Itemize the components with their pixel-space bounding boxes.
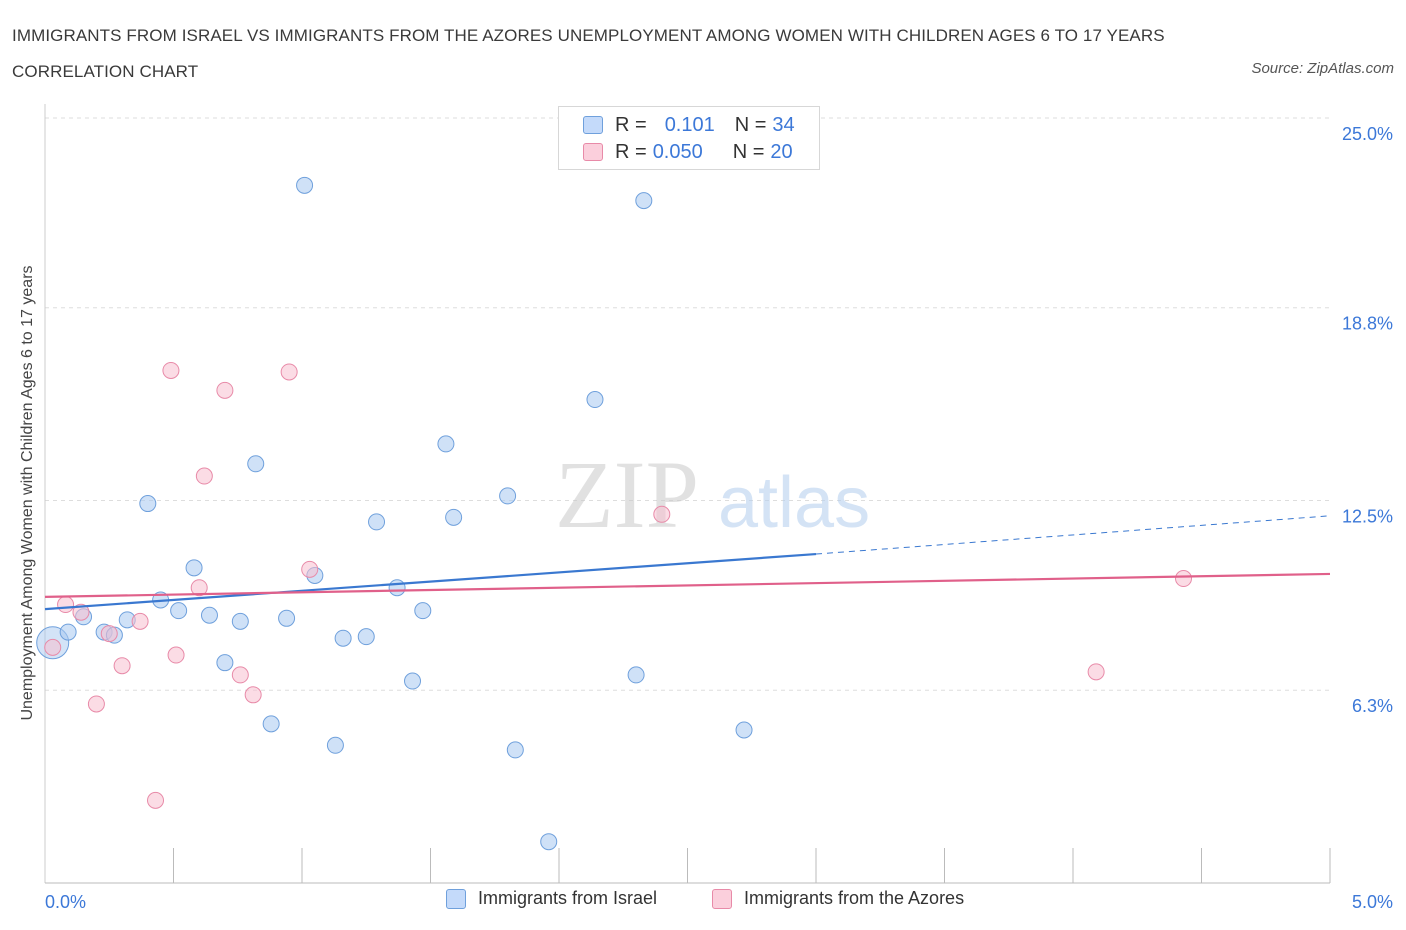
trend-layer xyxy=(44,515,1331,611)
data-point-israel xyxy=(216,654,234,672)
n-label: N = xyxy=(734,113,767,136)
y-tick-label: 18.8% xyxy=(1342,314,1393,334)
data-point-israel xyxy=(445,508,463,526)
data-point-israel xyxy=(139,495,157,513)
watermark: ZIP atlas xyxy=(555,441,870,548)
r-label: R = xyxy=(615,140,647,163)
series-legend: Immigrants from Israel Immigrants from t… xyxy=(0,888,1406,916)
data-point-azores xyxy=(244,686,262,704)
data-point-azores xyxy=(195,467,213,485)
data-point-azores xyxy=(57,596,75,614)
grid-layer xyxy=(45,117,1330,691)
r-value-israel: 0.101 xyxy=(664,113,715,136)
data-point-azores xyxy=(131,612,149,630)
data-point-israel xyxy=(368,513,386,531)
data-point-azores xyxy=(87,695,105,713)
data-point-azores xyxy=(113,657,131,675)
n-value-azores: 20 xyxy=(770,140,793,163)
y-tick-label: 12.5% xyxy=(1342,507,1393,527)
source-label: Source: ZipAtlas.com xyxy=(1251,60,1394,77)
data-point-israel xyxy=(231,612,249,630)
data-point-israel xyxy=(540,833,558,851)
data-point-israel xyxy=(59,623,77,641)
legend-label-israel: Immigrants from Israel xyxy=(478,888,658,908)
legend-row-israel: R = 0.101 N = 34 xyxy=(583,113,795,137)
data-point-israel xyxy=(586,391,604,409)
data-point-israel xyxy=(262,715,280,733)
data-point-azores xyxy=(280,363,298,381)
legend-item-azores[interactable]: Immigrants from the Azores xyxy=(712,888,964,909)
y-tick-label: 25.0% xyxy=(1342,124,1393,144)
data-point-azores xyxy=(190,579,208,597)
data-point-azores xyxy=(167,646,185,664)
data-point-azores xyxy=(653,505,671,523)
legend-swatch-azores xyxy=(712,888,732,909)
data-point-israel xyxy=(278,609,296,627)
data-point-israel xyxy=(437,435,455,453)
data-point-israel xyxy=(185,559,203,577)
data-point-azores xyxy=(100,625,118,643)
data-point-israel xyxy=(499,487,517,505)
data-point-israel xyxy=(357,628,375,646)
data-point-israel xyxy=(170,602,188,620)
r-value-azores: 0.050 xyxy=(652,140,703,163)
trend-line-israel xyxy=(44,552,817,611)
correlation-legend: R = 0.101 N = 34 R = 0.050 N = 20 xyxy=(558,106,820,170)
n-value-israel: 34 xyxy=(772,113,795,136)
watermark-zip: ZIP xyxy=(555,441,699,548)
legend-row-azores: R = 0.050 N = 20 xyxy=(583,140,793,164)
data-point-azores xyxy=(147,791,165,809)
data-point-israel xyxy=(296,176,314,194)
legend-swatch-israel xyxy=(446,888,466,909)
data-point-israel xyxy=(635,192,653,210)
legend-label-azores: Immigrants from the Azores xyxy=(744,888,965,908)
legend-swatch-azores xyxy=(583,143,603,161)
data-point-israel xyxy=(506,741,524,759)
data-point-israel xyxy=(735,721,753,739)
y-tick-label: 6.3% xyxy=(1352,696,1393,716)
data-point-israel xyxy=(404,672,422,690)
data-point-israel xyxy=(200,606,218,624)
trend-line-azores xyxy=(44,572,1331,598)
data-point-azores xyxy=(216,381,234,399)
points-layer xyxy=(36,176,1193,851)
legend-item-israel[interactable]: Immigrants from Israel xyxy=(446,888,657,909)
labels-layer: 25.0% 18.8% 12.5% 6.3% 0.0% 5.0% xyxy=(45,124,1393,912)
axis-layer xyxy=(44,104,1331,884)
data-point-azores xyxy=(72,603,90,621)
n-label: N = xyxy=(732,140,765,163)
trend-line-extension-israel xyxy=(815,515,1331,555)
data-point-azores xyxy=(44,638,62,656)
data-point-azores xyxy=(231,666,249,684)
data-point-azores xyxy=(162,361,180,379)
data-point-israel xyxy=(414,602,432,620)
r-label: R = xyxy=(615,113,647,136)
data-point-azores xyxy=(1175,570,1193,588)
data-point-israel xyxy=(334,629,352,647)
data-point-israel xyxy=(247,455,265,473)
data-point-azores xyxy=(1087,663,1105,681)
watermark-atlas: atlas xyxy=(718,463,870,543)
legend-swatch-israel xyxy=(583,116,603,134)
data-point-israel xyxy=(388,579,406,597)
data-point-israel xyxy=(627,666,645,684)
data-point-azores xyxy=(301,560,319,578)
data-point-israel xyxy=(326,736,344,754)
chart-title: IMMIGRANTS FROM ISRAEL VS IMMIGRANTS FRO… xyxy=(12,26,1165,81)
x-tick-label: 5.0% xyxy=(1352,892,1393,912)
x-tick-label: 0.0% xyxy=(45,892,86,912)
